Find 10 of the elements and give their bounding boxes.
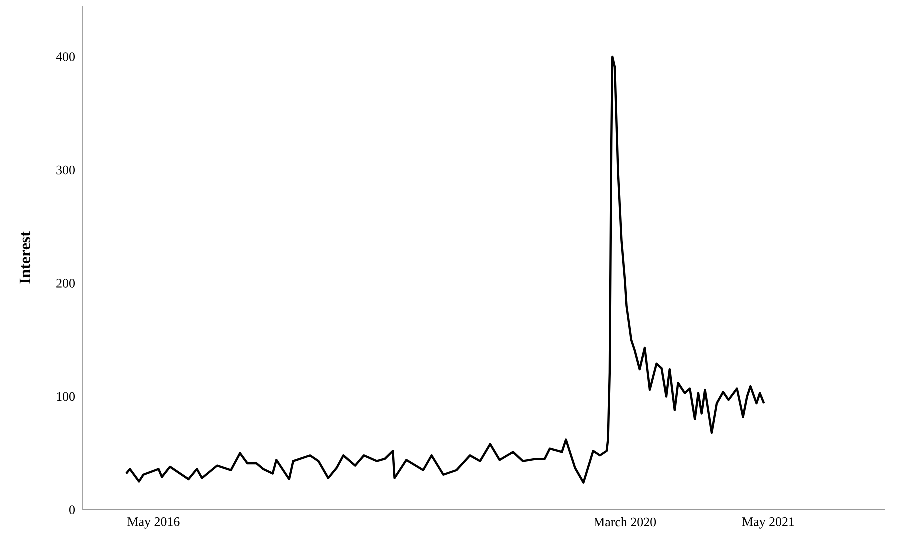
- y-tick-label: 0: [70, 506, 76, 514]
- y-tick-label: 400: [56, 52, 76, 62]
- x-tick-label: March 2020: [594, 518, 656, 527]
- x-tick-label: May 2016: [128, 518, 180, 529]
- y-tick-label: 300: [56, 166, 76, 175]
- y-tick-label: 100: [57, 392, 76, 402]
- y-axis-title: Interest: [20, 232, 31, 284]
- line-series: [125, 56, 766, 484]
- y-tick-label: 200: [56, 279, 76, 288]
- x-tick-label: May 2021: [742, 518, 794, 529]
